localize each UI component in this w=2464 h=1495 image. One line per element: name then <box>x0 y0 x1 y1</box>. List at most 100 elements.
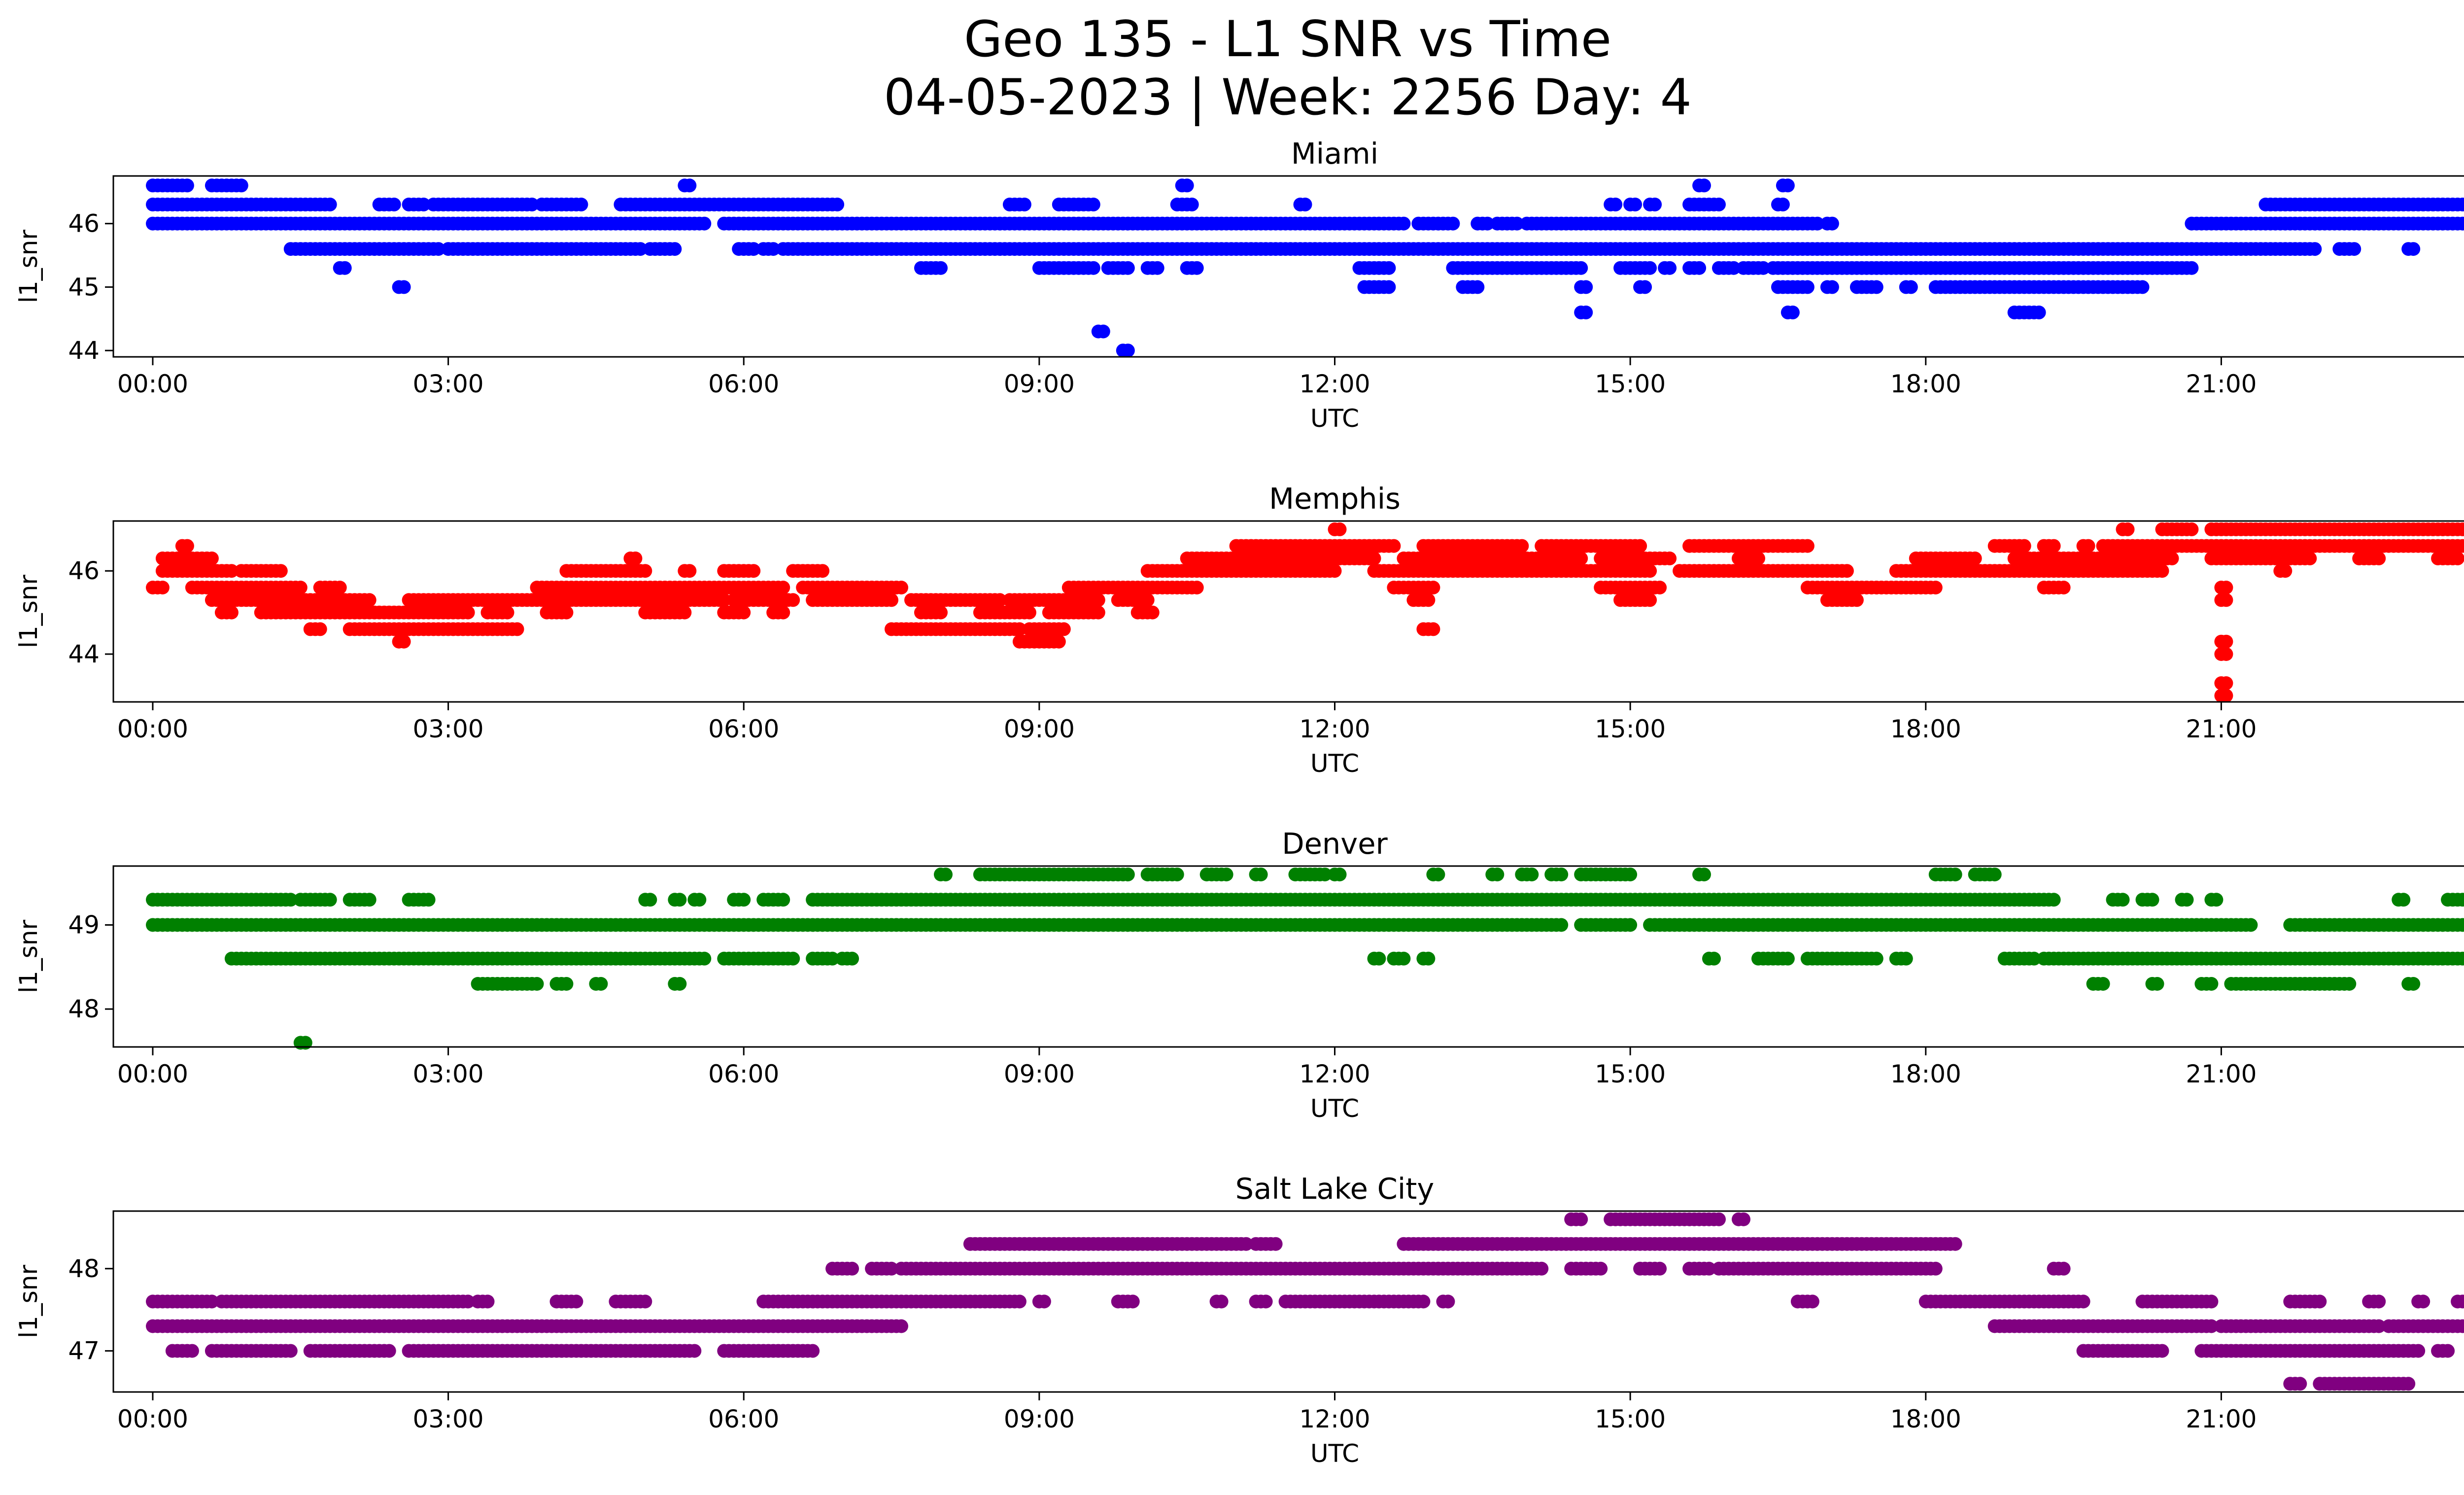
data-point <box>1471 280 1485 294</box>
data-point <box>1697 178 1711 193</box>
data-point <box>1480 216 1495 231</box>
data-point <box>1785 305 1800 319</box>
data-point <box>1574 1212 1588 1226</box>
data-point <box>530 977 544 991</box>
data-point <box>806 1344 820 1358</box>
data-point <box>2372 1294 2386 1309</box>
data-point <box>362 593 376 607</box>
data-point <box>569 1294 583 1309</box>
x-tick-label: 09:00 <box>1004 1060 1075 1088</box>
data-point <box>1987 868 2002 882</box>
data-point <box>461 1294 475 1309</box>
x-tick-label: 15:00 <box>1595 1060 1666 1088</box>
plot-frame <box>112 520 2464 703</box>
data-point <box>1086 197 1100 211</box>
data-point <box>2313 1294 2327 1309</box>
data-point <box>2165 551 2179 565</box>
data-point <box>1825 280 1839 294</box>
subplot-title: Denver <box>1282 827 1388 861</box>
data-point <box>1697 868 1711 882</box>
data-point <box>668 242 682 256</box>
data-point <box>2396 893 2411 907</box>
data-point <box>1840 564 1854 578</box>
data-point <box>1756 261 1770 275</box>
data-point <box>387 197 401 211</box>
data-point <box>180 539 194 553</box>
data-point <box>2461 1295 2464 1308</box>
data-point <box>673 893 687 907</box>
data-point <box>2145 893 2159 907</box>
data-point <box>2081 539 2095 553</box>
data-point <box>2219 689 2233 703</box>
data-point <box>382 1344 396 1358</box>
data-point <box>1372 951 1386 966</box>
data-point <box>283 893 298 907</box>
data-point <box>1333 868 1347 882</box>
data-point <box>333 581 347 594</box>
data-point <box>776 605 790 620</box>
data-point <box>1702 1261 1716 1276</box>
data-point <box>1441 1294 1455 1309</box>
data-point <box>1490 868 1505 882</box>
data-point <box>1057 622 1071 636</box>
data-point <box>461 605 475 620</box>
data-point <box>480 1294 495 1309</box>
data-points <box>146 178 2464 358</box>
data-point <box>687 1344 702 1358</box>
data-point <box>1096 324 1110 339</box>
data-point <box>500 605 514 620</box>
data-point <box>1628 197 1643 211</box>
data-point <box>338 261 352 275</box>
data-point <box>224 605 239 620</box>
data-point <box>1869 951 1883 966</box>
data-point <box>421 893 436 907</box>
data-point <box>397 634 411 649</box>
data-point <box>1648 197 1662 211</box>
x-tick-label: 09:00 <box>1004 370 1075 398</box>
x-tick-label: 00:00 <box>117 715 188 743</box>
data-point <box>2406 977 2421 991</box>
data-point <box>1416 1294 1431 1309</box>
data-point <box>1121 261 1135 275</box>
data-point <box>1121 868 1135 882</box>
data-point <box>1421 593 1436 607</box>
figure-title-line1: Geo 135 - L1 SNR vs Time <box>964 10 1611 68</box>
data-point <box>274 564 288 578</box>
data-point <box>1707 951 1721 966</box>
data-point <box>934 605 948 620</box>
data-point <box>776 893 790 907</box>
y-axis-label: l1_snr <box>14 920 43 993</box>
data-point <box>1928 1261 1943 1276</box>
data-point <box>1535 1261 1549 1276</box>
data-point <box>1810 216 1824 231</box>
data-point <box>2204 1294 2219 1309</box>
data-point <box>885 593 898 607</box>
data-point <box>786 593 800 607</box>
data-point <box>2056 581 2071 594</box>
data-point <box>2209 893 2224 907</box>
data-point <box>673 977 687 991</box>
data-point <box>2219 676 2233 690</box>
data-point <box>717 593 731 607</box>
data-point <box>313 622 327 636</box>
x-tick-label: 03:00 <box>413 715 484 743</box>
data-point <box>180 178 194 193</box>
subplot-title: Salt Lake City <box>1235 1172 1435 1206</box>
data-point <box>1712 197 1726 211</box>
data-point <box>1126 1294 1140 1309</box>
data-point <box>737 893 751 907</box>
x-tick-label: 21:00 <box>2186 370 2257 398</box>
x-tick-label: 06:00 <box>708 715 779 743</box>
y-tick-label: 45 <box>68 273 100 301</box>
data-point <box>1899 951 1913 966</box>
x-tick-label: 15:00 <box>1595 370 1666 398</box>
y-tick-label: 46 <box>68 209 100 238</box>
data-point <box>1780 951 1795 966</box>
data-point <box>692 893 707 907</box>
data-point <box>845 951 859 966</box>
data-point <box>2278 564 2293 578</box>
x-axis-label: UTC <box>1310 749 1359 778</box>
data-point <box>1298 197 1312 211</box>
data-point <box>1446 216 1460 231</box>
